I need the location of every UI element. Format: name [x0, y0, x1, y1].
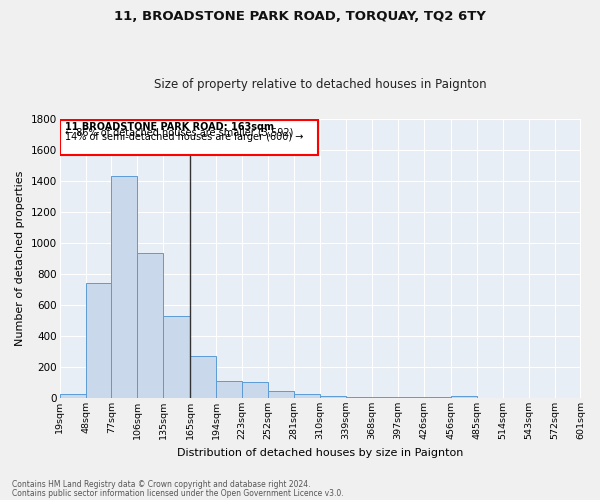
Bar	[163, 316, 190, 398]
Bar	[190, 356, 216, 398]
Text: Contains HM Land Registry data © Crown copyright and database right 2024.: Contains HM Land Registry data © Crown c…	[12, 480, 311, 489]
Bar	[320, 396, 346, 398]
Text: ← 86% of detached houses are smaller (3,592): ← 86% of detached houses are smaller (3,…	[65, 128, 293, 138]
X-axis label: Distribution of detached houses by size in Paignton: Distribution of detached houses by size …	[177, 448, 463, 458]
Bar	[268, 391, 294, 398]
Bar	[216, 381, 242, 398]
Bar	[59, 394, 86, 398]
Bar	[137, 253, 163, 398]
Bar	[346, 397, 372, 398]
Text: 11 BROADSTONE PARK ROAD: 163sqm: 11 BROADSTONE PARK ROAD: 163sqm	[65, 122, 274, 132]
Bar	[372, 397, 398, 398]
Bar	[59, 120, 318, 155]
Bar	[398, 397, 424, 398]
Text: Contains public sector information licensed under the Open Government Licence v3: Contains public sector information licen…	[12, 488, 344, 498]
Bar	[424, 397, 451, 398]
Bar	[112, 176, 137, 398]
Title: Size of property relative to detached houses in Paignton: Size of property relative to detached ho…	[154, 78, 487, 91]
Y-axis label: Number of detached properties: Number of detached properties	[15, 170, 25, 346]
Bar	[86, 283, 112, 398]
Text: 14% of semi-detached houses are larger (600) →: 14% of semi-detached houses are larger (…	[65, 132, 304, 142]
Bar	[242, 382, 268, 398]
Bar	[294, 394, 320, 398]
Bar	[451, 396, 476, 398]
Text: 11, BROADSTONE PARK ROAD, TORQUAY, TQ2 6TY: 11, BROADSTONE PARK ROAD, TORQUAY, TQ2 6…	[114, 10, 486, 23]
